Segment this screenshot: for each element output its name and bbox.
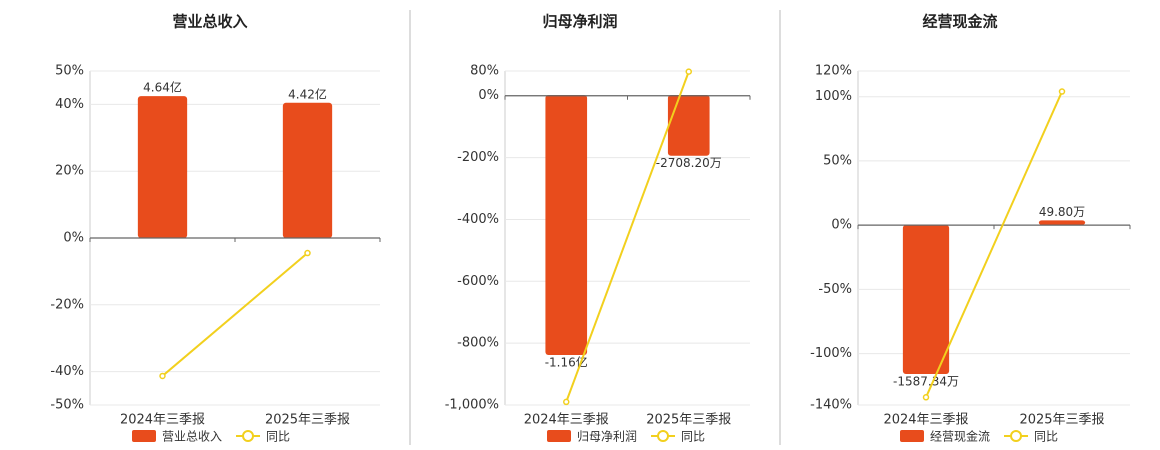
legend-label: 归母净利润 xyxy=(577,430,637,444)
line-marker xyxy=(304,249,311,257)
y-tick-label: -200% xyxy=(457,150,499,165)
legend-swatch xyxy=(242,430,255,442)
data-label: -1.16亿 xyxy=(545,355,588,370)
y-tick-label: 0% xyxy=(831,218,852,233)
bar xyxy=(902,224,950,375)
bar xyxy=(667,94,710,156)
y-tick-label: 0% xyxy=(63,231,84,246)
y-tick-label: -600% xyxy=(457,274,499,289)
legend-swatch xyxy=(1010,430,1023,442)
bar xyxy=(1038,220,1086,225)
chart-title: 经营现金流 xyxy=(922,13,997,31)
y-tick-label: 50% xyxy=(55,64,84,79)
data-label: 4.64亿 xyxy=(143,80,182,95)
bar xyxy=(282,102,333,238)
x-tick-label: 2025年三季报 xyxy=(646,413,731,428)
y-tick-label: 120% xyxy=(815,64,852,79)
y-tick-label: -400% xyxy=(457,212,499,227)
y-tick-label: -40% xyxy=(50,364,84,379)
line xyxy=(925,91,1063,398)
line xyxy=(161,252,309,377)
legend-swatch xyxy=(132,430,156,442)
x-tick-label: 2025年三季报 xyxy=(1019,413,1104,428)
y-tick-label: -20% xyxy=(50,297,84,312)
line-marker xyxy=(685,68,692,75)
y-tick-label: 20% xyxy=(55,164,84,179)
legend-swatch xyxy=(900,430,924,442)
line-marker xyxy=(159,372,166,380)
y-tick-label: -1,000% xyxy=(445,398,499,413)
legend-label: 经营现金流 xyxy=(930,429,990,444)
x-tick-label: 2025年三季报 xyxy=(265,413,350,428)
line-marker xyxy=(563,398,570,406)
chart-title: 归母净利润 xyxy=(542,13,617,31)
line-marker xyxy=(922,394,930,401)
y-tick-label: 50% xyxy=(823,153,852,168)
legend-swatch xyxy=(657,430,670,442)
chart-title: 营业总收入 xyxy=(172,13,247,31)
y-tick-label: -50% xyxy=(50,398,84,413)
legend-label: 同比 xyxy=(266,430,290,444)
x-tick-label: 2024年三季报 xyxy=(883,413,968,428)
data-label: -2708.20万 xyxy=(656,156,722,170)
y-tick-label: -100% xyxy=(810,346,852,361)
legend-swatch xyxy=(547,430,571,442)
x-tick-label: 2024年三季报 xyxy=(120,413,205,428)
bar xyxy=(545,94,588,356)
y-tick-label: -140% xyxy=(810,398,852,413)
data-label: 49.80万 xyxy=(1039,205,1085,219)
data-label: 4.42亿 xyxy=(288,86,327,101)
data-label: -1587.34万 xyxy=(893,375,959,389)
bar xyxy=(137,96,188,238)
x-tick-label: 2024年三季报 xyxy=(524,413,609,428)
line xyxy=(565,71,690,403)
y-tick-label: -50% xyxy=(818,282,852,297)
y-tick-label: -800% xyxy=(457,336,499,351)
legend-label: 同比 xyxy=(1034,430,1058,444)
y-tick-label: 0% xyxy=(478,88,499,103)
legend-label: 同比 xyxy=(681,430,705,444)
legend-label: 营业总收入 xyxy=(162,430,222,444)
y-tick-label: 40% xyxy=(55,97,84,112)
line-marker xyxy=(1058,88,1066,95)
y-tick-label: 80% xyxy=(470,64,499,79)
y-tick-label: 100% xyxy=(815,89,852,104)
